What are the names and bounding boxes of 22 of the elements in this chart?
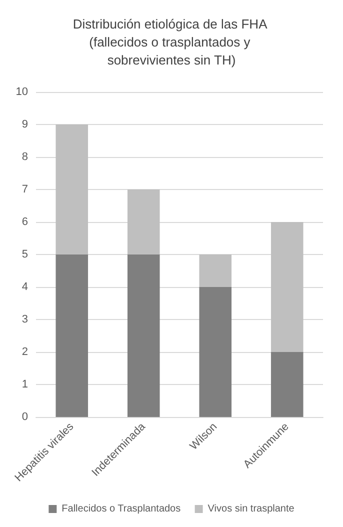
chart-title: Distribución etiológica de las FHA (fallecidos o trasplantados y sobrevivientes sin TH) bbox=[72, 16, 270, 68]
bar bbox=[127, 190, 160, 254]
y-tick-label: 9 bbox=[22, 118, 28, 130]
bar bbox=[199, 254, 232, 287]
y-tick-label: 10 bbox=[16, 86, 28, 98]
legend-label: Fallecidos o Trasplantados bbox=[62, 504, 181, 514]
bar bbox=[199, 287, 232, 417]
y-tick-label: 8 bbox=[22, 151, 28, 163]
bar bbox=[270, 222, 304, 352]
y-tick-label: 4 bbox=[22, 281, 28, 293]
y-tick-label: 1 bbox=[22, 378, 28, 390]
bar bbox=[127, 254, 160, 417]
bar bbox=[56, 124, 88, 254]
y-tick-label: 6 bbox=[22, 216, 28, 228]
bar bbox=[56, 254, 88, 417]
y-tick-label: 7 bbox=[22, 184, 28, 196]
y-tick-label: 3 bbox=[22, 314, 28, 326]
legend-label: Vivos sin trasplante bbox=[208, 504, 295, 514]
y-tick-label: 0 bbox=[22, 411, 28, 423]
bar bbox=[270, 352, 304, 417]
y-tick-label: 2 bbox=[22, 346, 28, 358]
y-tick-label: 5 bbox=[22, 248, 28, 260]
